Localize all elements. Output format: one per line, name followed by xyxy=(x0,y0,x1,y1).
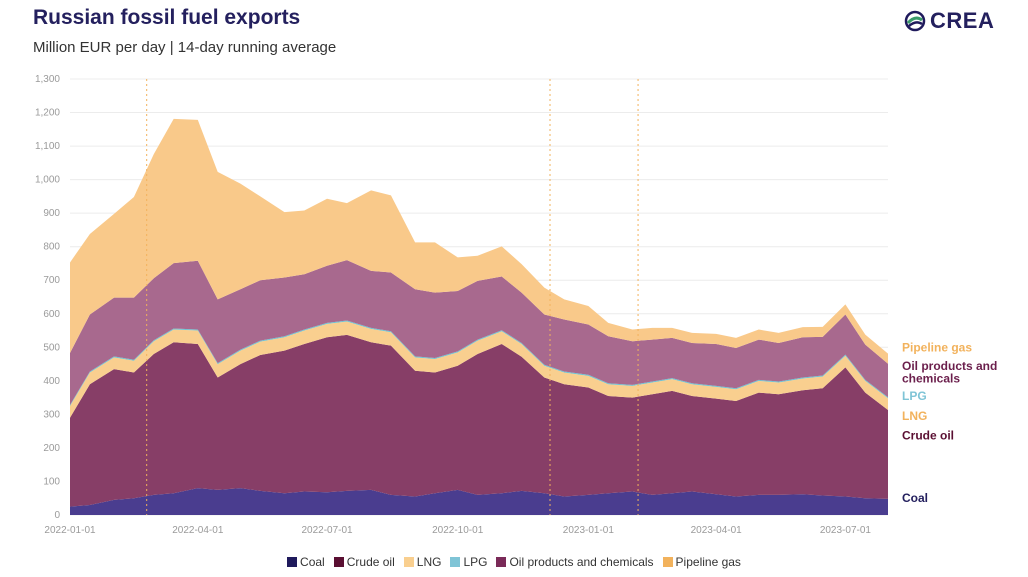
y-tick-label: 300 xyxy=(43,409,60,420)
y-tick-label: 1,100 xyxy=(35,141,60,152)
end-label: LNG xyxy=(902,409,927,423)
x-tick-label: 2022-04-01 xyxy=(172,525,224,536)
series-area-lng xyxy=(70,321,888,418)
end-label: Coal xyxy=(902,491,928,505)
legend-item: LPG xyxy=(450,555,487,569)
legend-label: LNG xyxy=(416,555,442,569)
x-tick-label: 2023-01-01 xyxy=(563,525,615,536)
end-label: LPG xyxy=(902,389,927,403)
series-area-coal xyxy=(70,488,888,515)
end-label: Crude oil xyxy=(902,429,954,443)
y-tick-label: 200 xyxy=(43,443,60,454)
series-area-pipeline-gas xyxy=(70,118,888,364)
legend-item: LNG xyxy=(403,555,442,569)
series-area-crude-oil xyxy=(70,334,888,507)
legend-swatch xyxy=(662,557,673,567)
legend-item: Crude oil xyxy=(333,555,395,569)
crea-logo: CREA xyxy=(904,8,994,34)
legend-swatch xyxy=(450,557,461,567)
legend-label: Oil products and chemicals xyxy=(509,555,654,569)
legend-label: Crude oil xyxy=(346,555,395,569)
end-label: chemicals xyxy=(902,371,960,385)
y-tick-label: 100 xyxy=(43,476,60,487)
chart-subtitle: Million EUR per day | 14-day running ave… xyxy=(33,39,337,56)
legend-swatch xyxy=(287,557,298,567)
y-tick-label: 900 xyxy=(43,208,60,219)
crea-logo-icon xyxy=(904,10,926,32)
x-tick-label: 2022-07-01 xyxy=(301,525,353,536)
chart-title: Russian fossil fuel exports xyxy=(33,6,301,29)
series-area-oil-products-and-chemicals xyxy=(70,260,888,405)
legend-item: Oil products and chemicals xyxy=(496,555,654,569)
legend-swatch xyxy=(403,557,414,567)
legend-label: LPG xyxy=(463,555,488,569)
x-tick-label: 2022-01-01 xyxy=(44,525,96,536)
legend-swatch xyxy=(496,557,507,567)
x-tick-label: 2022-10-01 xyxy=(432,525,484,536)
y-tick-label: 700 xyxy=(43,275,60,286)
end-label: Pipeline gas xyxy=(902,340,972,354)
y-tick-label: 1,300 xyxy=(35,74,60,85)
y-tick-label: 400 xyxy=(43,376,60,387)
y-tick-label: 800 xyxy=(43,242,60,253)
end-label: Oil products and xyxy=(902,359,997,373)
y-tick-label: 500 xyxy=(43,342,60,353)
legend-item: Coal xyxy=(287,555,325,569)
y-tick-label: 1,200 xyxy=(35,108,60,119)
y-tick-label: 0 xyxy=(54,510,60,521)
legend-swatch xyxy=(333,557,344,567)
crea-logo-text: CREA xyxy=(930,8,995,33)
legend-label: Pipeline gas xyxy=(675,555,741,569)
legend-label: Coal xyxy=(300,555,325,569)
chart-legend: Coal Crude oil LNG LPG Oil products and chem… xyxy=(0,555,1028,569)
x-tick-label: 2023-07-01 xyxy=(820,525,872,536)
x-tick-label: 2023-04-01 xyxy=(691,525,743,536)
y-tick-label: 1,000 xyxy=(35,175,60,186)
y-tick-label: 600 xyxy=(43,309,60,320)
legend-item: Pipeline gas xyxy=(662,555,741,569)
